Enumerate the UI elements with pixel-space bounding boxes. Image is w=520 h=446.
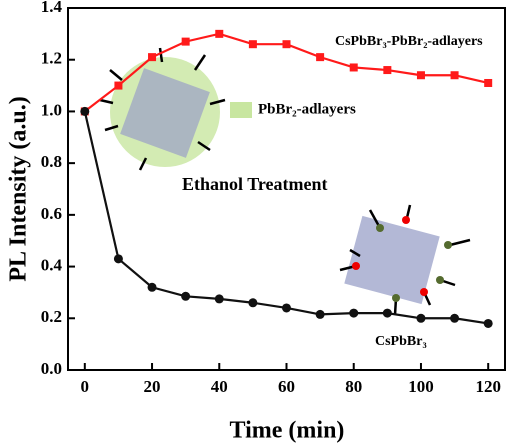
point — [248, 40, 257, 49]
y-tick-label: 0.8 — [41, 152, 62, 171]
x-axis-title: Time (min) — [230, 418, 345, 444]
illustration-coated — [99, 47, 226, 171]
point — [147, 282, 157, 292]
x-tick-label: 100 — [408, 377, 434, 396]
y-tick-label: 0.2 — [41, 307, 62, 326]
y-tick-label: 0.6 — [41, 204, 62, 223]
point — [248, 298, 258, 308]
x-tick-label: 60 — [278, 377, 295, 396]
point — [383, 66, 392, 75]
point — [114, 81, 123, 90]
point — [181, 291, 191, 301]
point — [484, 78, 493, 87]
point — [113, 254, 123, 264]
point — [215, 29, 224, 38]
x-tick-label: 80 — [345, 377, 362, 396]
x-tick-label: 120 — [475, 377, 501, 396]
series-label: CsPbBr₃ — [375, 334, 427, 349]
point — [382, 308, 392, 318]
y-axis-title: PL Intensity (a.u.) — [6, 96, 32, 281]
illustration-bare — [339, 204, 471, 316]
point — [450, 71, 459, 80]
annotation: Ethanol Treatment — [182, 174, 328, 194]
y-tick-label: 1.4 — [41, 0, 63, 16]
x-tick-label: 20 — [144, 377, 161, 396]
point — [282, 40, 291, 49]
point — [349, 63, 358, 72]
point — [349, 308, 359, 318]
point — [416, 313, 426, 323]
point — [450, 313, 460, 323]
point — [181, 37, 190, 46]
point — [483, 318, 493, 328]
x-tick-label: 40 — [211, 377, 228, 396]
y-tick-label: 1.2 — [41, 49, 62, 68]
point — [80, 106, 90, 116]
annotation: PbBr₂-adlayers — [258, 101, 356, 117]
adlayer-swatch — [230, 102, 252, 118]
series-label: CsPbBr₃-PbBr₂-adlayers — [335, 34, 483, 49]
point — [416, 71, 425, 80]
x-tick-label: 0 — [81, 377, 90, 396]
point — [315, 309, 325, 319]
y-tick-label: 0.0 — [41, 359, 62, 378]
point — [316, 53, 325, 62]
point — [282, 303, 291, 313]
y-tick-label: 0.4 — [41, 255, 63, 274]
point — [214, 294, 224, 304]
y-tick-label: 1.0 — [41, 100, 62, 119]
point — [148, 53, 157, 62]
